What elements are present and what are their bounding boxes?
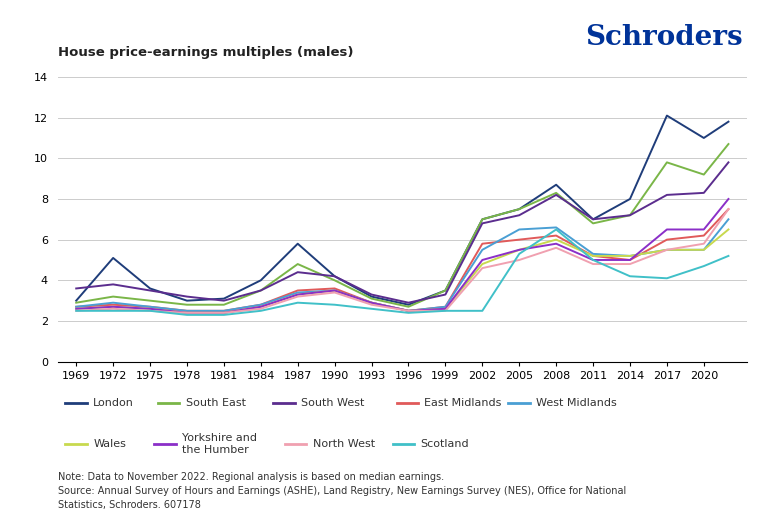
Text: House price-earnings multiples (males): House price-earnings multiples (males) [58,46,353,59]
Text: West Midlands: West Midlands [536,398,617,408]
Text: Note: Data to November 2022. Regional analysis is based on median earnings.
Sour: Note: Data to November 2022. Regional an… [58,472,626,510]
Text: East Midlands: East Midlands [424,398,501,408]
Text: South East: South East [186,398,246,408]
Text: North West: North West [313,439,375,449]
Text: Wales: Wales [93,439,126,449]
Text: London: London [93,398,134,408]
Text: Schroders: Schroders [585,24,743,51]
Text: South West: South West [301,398,364,408]
Text: Scotland: Scotland [420,439,469,449]
Text: Yorkshire and
the Humber: Yorkshire and the Humber [182,433,256,455]
